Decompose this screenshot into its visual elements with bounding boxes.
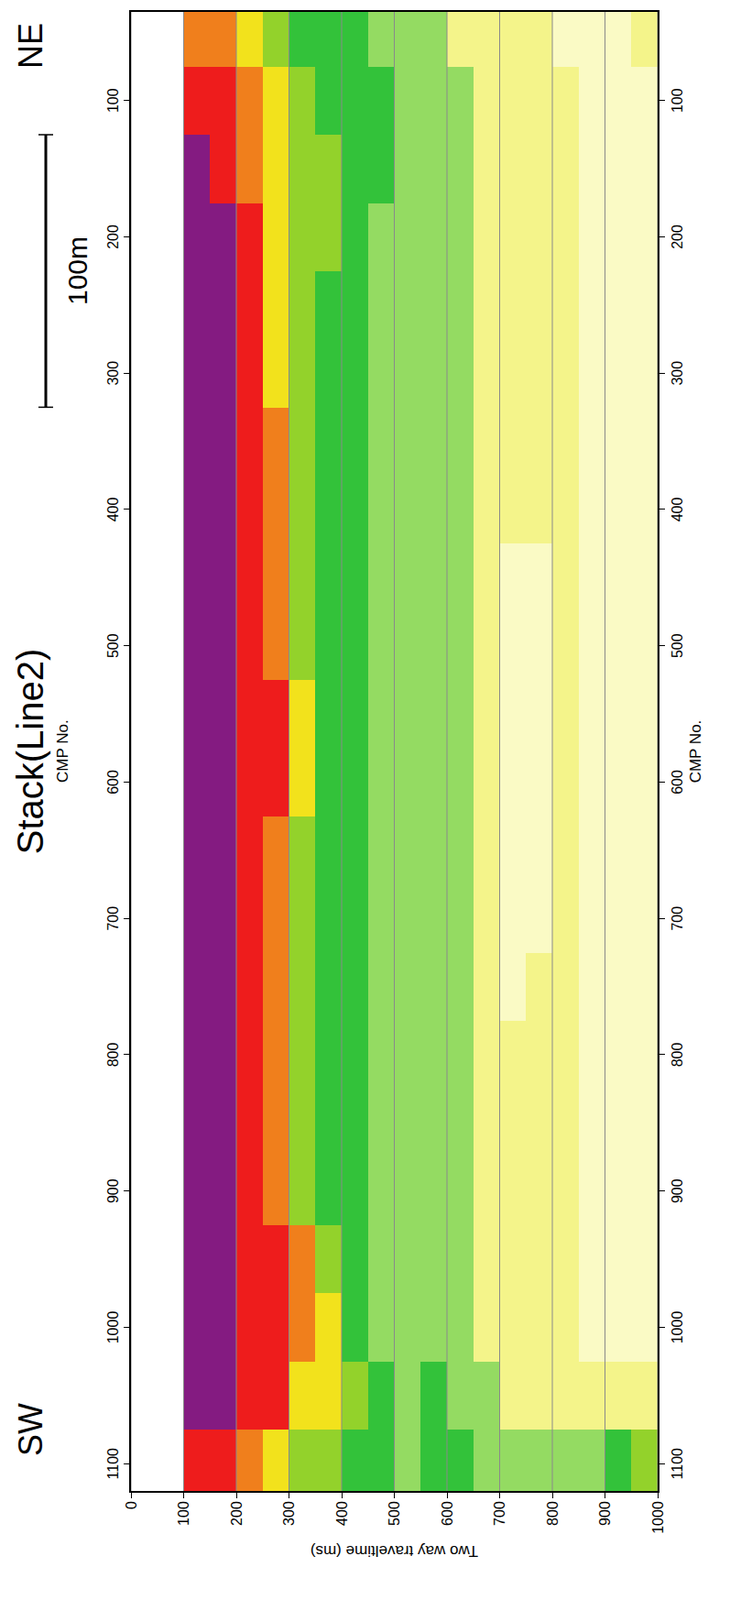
svg-text:1100: 1100	[105, 1447, 121, 1480]
svg-text:500: 500	[669, 632, 686, 658]
svg-text:SW: SW	[11, 1402, 50, 1456]
svg-text:600: 600	[105, 769, 121, 795]
svg-text:700: 700	[491, 1500, 508, 1526]
svg-text:300: 300	[281, 1500, 297, 1526]
svg-text:100: 100	[105, 87, 121, 113]
svg-text:CMP No.: CMP No.	[54, 719, 72, 783]
svg-text:CMP No.: CMP No.	[686, 719, 705, 784]
svg-text:800: 800	[669, 1042, 686, 1068]
svg-text:600: 600	[669, 769, 686, 795]
svg-text:200: 200	[105, 224, 121, 250]
svg-text:100m: 100m	[62, 236, 93, 306]
svg-text:500: 500	[105, 632, 121, 658]
svg-text:800: 800	[544, 1500, 561, 1526]
svg-text:200: 200	[669, 224, 686, 250]
svg-text:900: 900	[105, 1177, 121, 1203]
svg-text:900: 900	[597, 1500, 613, 1526]
svg-text:Two way traveltime (ms): Two way traveltime (ms)	[310, 1541, 479, 1559]
svg-text:1000: 1000	[105, 1310, 121, 1344]
svg-text:100: 100	[669, 87, 686, 113]
svg-text:NE: NE	[11, 22, 50, 69]
svg-text:500: 500	[386, 1500, 403, 1526]
svg-text:1000: 1000	[650, 1500, 666, 1534]
svg-text:700: 700	[669, 905, 686, 931]
svg-text:1100: 1100	[669, 1447, 686, 1480]
svg-text:100: 100	[175, 1500, 192, 1526]
svg-text:800: 800	[105, 1042, 121, 1068]
svg-text:900: 900	[669, 1177, 686, 1203]
svg-text:Stack(Line2): Stack(Line2)	[10, 648, 51, 855]
svg-text:300: 300	[669, 360, 686, 386]
svg-text:400: 400	[105, 497, 121, 523]
svg-text:400: 400	[669, 497, 686, 523]
svg-text:200: 200	[228, 1500, 245, 1526]
svg-text:600: 600	[439, 1500, 456, 1526]
svg-text:1000: 1000	[669, 1310, 686, 1344]
svg-text:400: 400	[334, 1500, 350, 1526]
svg-text:700: 700	[105, 905, 121, 931]
svg-text:0: 0	[123, 1500, 140, 1509]
svg-text:300: 300	[105, 360, 121, 386]
